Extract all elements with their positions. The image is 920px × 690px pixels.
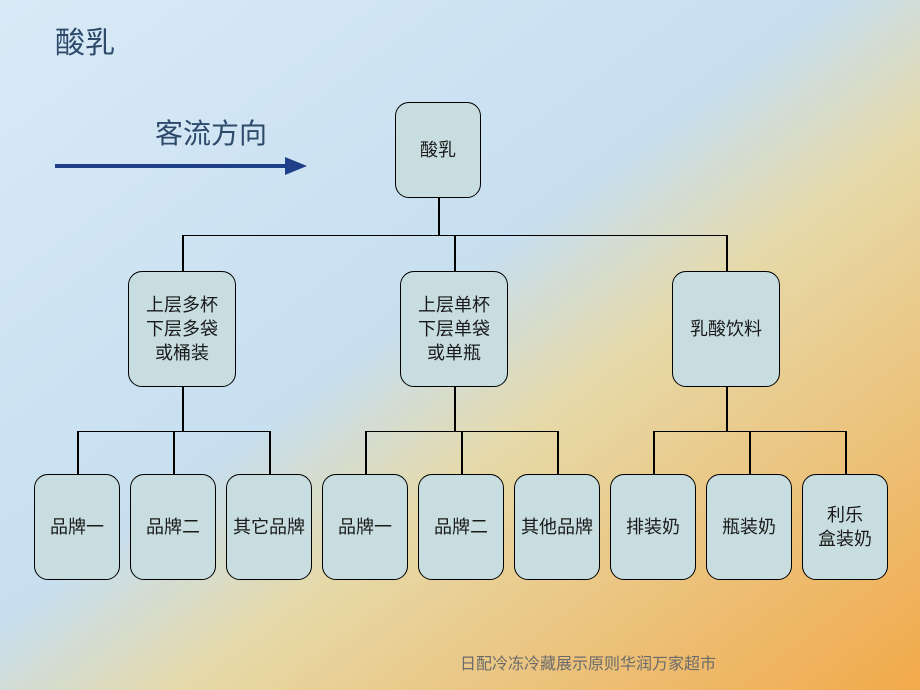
connector-vertical bbox=[173, 431, 175, 475]
flow-direction-arrow: 客流方向 bbox=[55, 112, 307, 178]
connector-vertical bbox=[726, 235, 728, 272]
tree-level2-0: 上层多杯下层多袋或桶装 bbox=[128, 271, 236, 387]
connector-vertical bbox=[749, 431, 751, 475]
tree-level3-8: 利乐盒装奶 bbox=[802, 474, 888, 580]
tree-level3-5: 其他品牌 bbox=[514, 474, 600, 580]
tree-level3-4: 品牌二 bbox=[418, 474, 504, 580]
connector-vertical bbox=[182, 235, 184, 272]
connector-vertical bbox=[726, 387, 728, 431]
tree-level2-2: 乳酸饮料 bbox=[672, 271, 780, 387]
tree-level3-1: 品牌二 bbox=[130, 474, 216, 580]
tree-level3-7: 瓶装奶 bbox=[706, 474, 792, 580]
connector-vertical bbox=[454, 235, 456, 272]
footer-text: 日配冷冻冷藏展示原则华润万家超市 bbox=[460, 650, 716, 674]
connector-vertical bbox=[77, 431, 79, 475]
tree-root: 酸乳 bbox=[395, 102, 481, 198]
flow-direction-label: 客流方向 bbox=[115, 112, 307, 152]
tree-level2-1: 上层单杯下层单袋或单瓶 bbox=[400, 271, 508, 387]
arrow-icon bbox=[55, 154, 307, 178]
tree-level3-3: 品牌一 bbox=[322, 474, 408, 580]
connector-vertical bbox=[438, 198, 440, 235]
connector-vertical bbox=[365, 431, 367, 475]
tree-level3-6: 排装奶 bbox=[610, 474, 696, 580]
connector-vertical bbox=[269, 431, 271, 475]
tree-level3-0: 品牌一 bbox=[34, 474, 120, 580]
connector-vertical bbox=[461, 431, 463, 475]
connector-vertical bbox=[653, 431, 655, 475]
connector-vertical bbox=[454, 387, 456, 431]
connector-vertical bbox=[182, 387, 184, 431]
page-title: 酸乳 bbox=[55, 18, 115, 62]
connector-vertical bbox=[557, 431, 559, 475]
tree-level3-2: 其它品牌 bbox=[226, 474, 312, 580]
connector-vertical bbox=[845, 431, 847, 475]
